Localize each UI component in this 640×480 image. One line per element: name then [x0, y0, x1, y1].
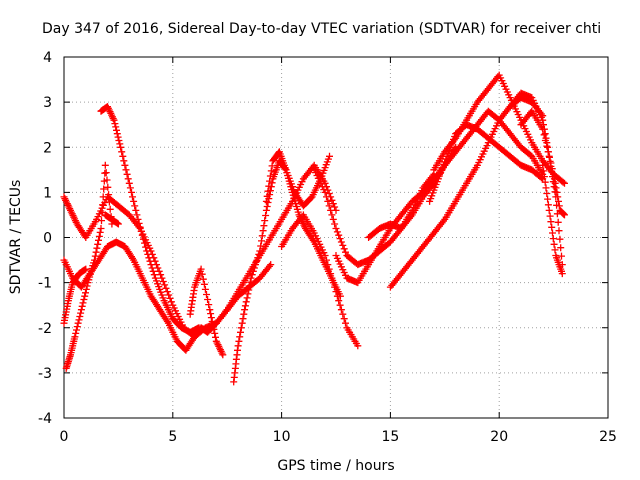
- y-tick-label: 0: [43, 231, 52, 247]
- y-tick-label: -1: [38, 276, 52, 292]
- series-sat-3: [62, 161, 116, 372]
- series-sat-12: [223, 261, 275, 314]
- x-tick-label: 0: [60, 429, 69, 445]
- chart-title: Day 347 of 2016, Sidereal Day-to-day VTE…: [42, 21, 601, 37]
- series-sat-11: [262, 148, 333, 210]
- series-sat-22: [365, 143, 460, 241]
- y-tick-label: 2: [43, 140, 52, 156]
- x-tick-label: 15: [381, 429, 399, 445]
- series-points: [365, 143, 460, 241]
- series-points: [101, 211, 122, 228]
- y-tick-label: 3: [43, 95, 52, 111]
- y-axis-label: SDTVAR / TECUs: [8, 180, 24, 295]
- series-sat-20: [517, 107, 568, 219]
- series-sat-4: [60, 265, 90, 327]
- series-points: [539, 161, 566, 278]
- series-sat-16: [386, 94, 547, 291]
- y-tick-label: 4: [43, 50, 52, 66]
- y-tick-label: -4: [38, 411, 52, 427]
- data-points: [60, 71, 568, 386]
- series-points: [97, 103, 203, 336]
- x-tick-label: 25: [599, 429, 617, 445]
- series-sat-7: [186, 265, 227, 359]
- x-tick-label: 10: [273, 429, 291, 445]
- series-points: [278, 211, 362, 350]
- series-sat-2: [60, 238, 199, 354]
- axis-ticks: 0 5 10 15 20 25 -4 -3 -2 -1 0 1 2 3 4: [38, 50, 617, 445]
- x-tick-label: 5: [168, 429, 177, 445]
- x-axis-label: GPS time / hours: [277, 458, 394, 474]
- series-points: [223, 261, 275, 314]
- series-points: [517, 107, 568, 219]
- series-points: [62, 161, 116, 372]
- y-tick-label: -2: [38, 321, 52, 337]
- series-sat-6: [101, 211, 122, 228]
- x-tick-label: 20: [490, 429, 508, 445]
- y-tick-label: 1: [43, 185, 52, 201]
- series-points: [386, 94, 547, 291]
- series-sat-13: [278, 211, 362, 350]
- series-points: [262, 148, 333, 210]
- series-points: [60, 238, 199, 354]
- series-points: [186, 265, 227, 359]
- y-tick-label: -3: [38, 366, 52, 382]
- series-points: [60, 265, 90, 327]
- series-sat-5: [97, 103, 203, 336]
- series-sat-21: [539, 161, 566, 278]
